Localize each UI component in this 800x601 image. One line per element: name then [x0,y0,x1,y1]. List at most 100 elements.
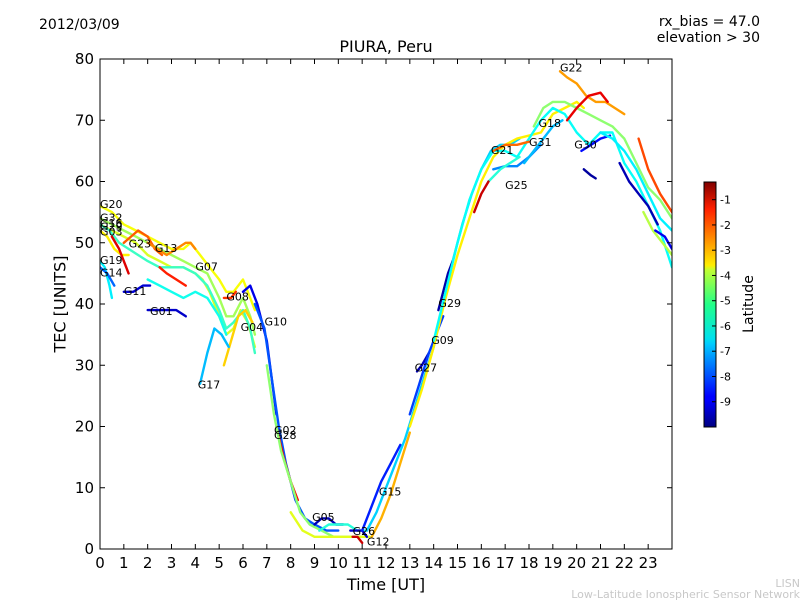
x-tick-label: 5 [214,554,224,572]
prn-label: G22 [560,61,583,74]
x-tick-label: 3 [167,554,177,572]
x-tick-label: 7 [262,554,272,572]
x-tick-label: 10 [329,554,348,572]
series-g30d [473,180,490,214]
series-g03 [100,229,130,257]
series-g12 [351,535,364,545]
x-tick-label: 16 [472,554,491,572]
series-g30b [582,168,597,180]
series-g26c [637,137,672,214]
series-g15b [370,431,411,538]
prn-label: G13 [155,242,178,255]
prn-label: G17 [198,379,221,392]
x-tick-label: 0 [95,554,105,572]
x-tick-label: 18 [519,554,538,572]
y-axis-ticks: 0 10 20 30 40 50 60 70 80 [75,50,672,558]
series-layer [100,70,672,545]
series-g16b [654,229,672,251]
prn-label: G08 [226,290,249,303]
prn-label: G04 [241,321,264,334]
x-tick-label: 17 [496,554,515,572]
series-g30c [599,131,672,232]
prn-label: G30 [574,138,597,151]
colorbar-tick-label: -3 [720,244,731,257]
prn-label: G27 [415,361,438,374]
prn-label: G31 [529,136,552,149]
x-tick-label: 19 [543,554,562,572]
series-g08 [222,290,238,300]
series-g23b [110,235,130,275]
series-g23 [122,229,164,257]
prn-label: G19 [100,254,123,267]
x-tick-label: 4 [191,554,201,572]
x-axis-label: Time [UT] [346,575,426,594]
colorbar-tick-label: -4 [720,269,731,282]
chart-title: PIURA, Peru [339,37,433,56]
prn-label: G01 [150,305,173,318]
series-g26b [618,161,659,226]
x-tick-label: 21 [591,554,610,572]
y-tick-label: 10 [75,479,94,497]
credit-short: LISN [775,577,800,590]
series-g11 [122,284,152,293]
series-g26 [349,529,369,538]
x-tick-label: 9 [310,554,320,572]
colorbar-tick-label: -2 [720,219,731,232]
series-g20b [642,210,672,257]
prn-label: G25 [505,179,528,192]
prn-label: G23 [129,238,152,251]
x-tick-label: 15 [448,554,467,572]
y-tick-label: 80 [75,50,94,68]
y-tick-label: 50 [75,234,94,252]
colorbar-gradient [703,181,717,428]
prn-label: G02 [274,424,297,437]
prn-label: G28 [274,429,297,442]
colorbar-tick-label: -5 [720,295,731,308]
colorbar-tick-label: -9 [720,396,731,409]
series-g02c [289,511,371,538]
y-tick-label: 60 [75,173,94,191]
series-g13 [146,241,197,257]
prn-label: G11 [124,285,147,298]
x-tick-label: 1 [119,554,129,572]
series-g15c [361,443,402,532]
y-tick-label: 0 [84,540,94,558]
series-g25b [487,155,521,183]
elevation-label: elevation > 30 [656,30,760,46]
colorbar-ticks: -1 -2 -3 -4 -5 -6 -7 -8 -9 [712,194,731,409]
prn-label: G20 [100,198,123,211]
receiver-info: rx_bias = 47.0 elevation > 30 [657,14,760,46]
prn-label: G10 [264,315,287,328]
series-g21b [432,106,672,342]
credit-long: Low-Latitude Ionospheric Sensor Network [571,588,800,601]
x-tick-label: 8 [286,554,296,572]
plot-frame [99,58,673,550]
rx-bias-label: rx_bias = 47.0 [658,14,760,30]
prn-label: G03 [100,225,123,238]
series-g22b [565,91,609,122]
prn-label: G18 [539,117,562,130]
y-tick-label: 70 [75,111,94,129]
x-tick-label: 20 [567,554,586,572]
x-tick-label: 6 [238,554,248,572]
x-tick-label: 11 [353,554,372,572]
series-g22 [558,70,626,116]
series-g30 [580,134,612,153]
x-axis-ticks: 0 1 2 3 4 5 6 7 8 9 10 11 12 13 14 15 16 17 18 19 20 21 22 23 [95,59,658,572]
series-g19 [100,259,114,300]
x-tick-label: 12 [376,554,395,572]
prn-label: G09 [431,334,454,347]
colorbar-tick-label: -7 [720,345,731,358]
series-g31 [523,119,564,165]
series-g07 [146,278,228,336]
prn-label: G15 [379,486,402,499]
latitude-colorbar: -1 -2 -3 -4 -5 -6 -7 -8 -9 Latitude [703,181,757,428]
series-g18 [532,100,672,220]
x-tick-label: 2 [143,554,153,572]
series-g17 [198,327,230,385]
colorbar-tick-label: -8 [720,370,731,383]
x-tick-label: 22 [615,554,634,572]
prn-label: G32 [100,211,123,224]
